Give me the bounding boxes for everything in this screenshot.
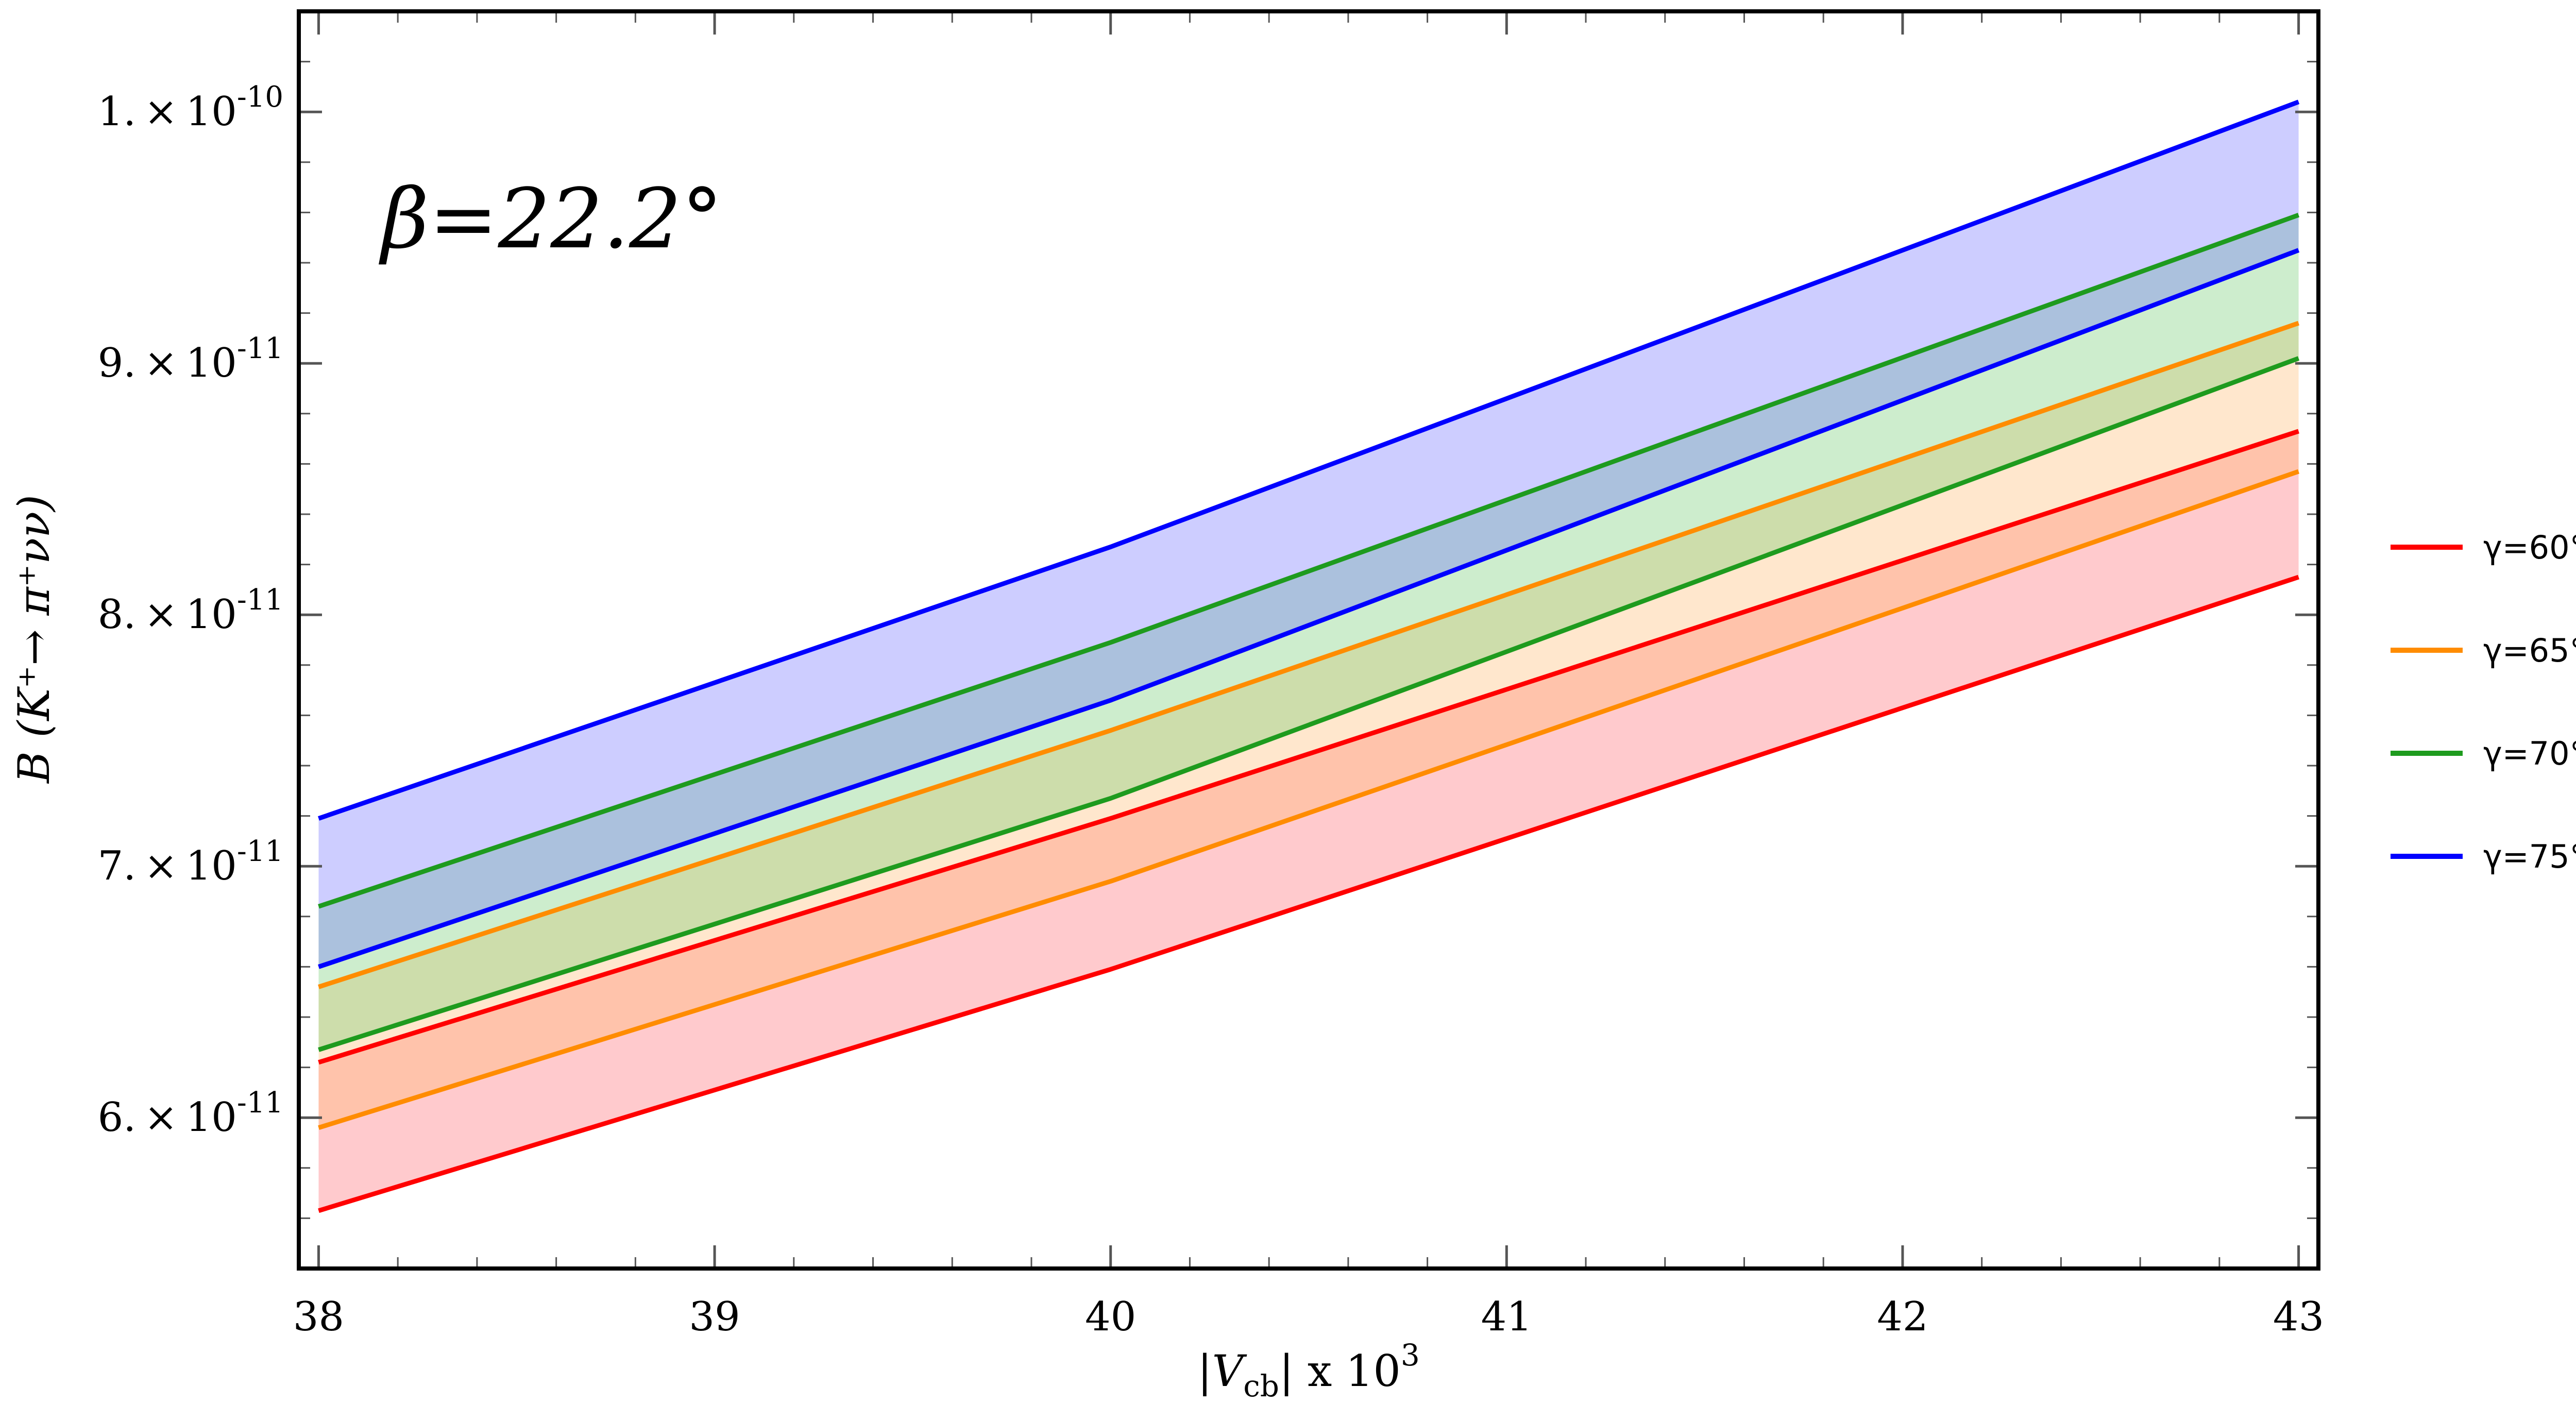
y-tick-label: 7. × 10-11 (98, 835, 283, 889)
line-gamma-75-lower (317, 248, 2300, 969)
y-axis-label: B (K⁺→ π⁺νν) (9, 495, 59, 784)
line-gamma-70-lower (318, 356, 2300, 1052)
x-tick-label: 39 (689, 1294, 740, 1340)
tick-label-group: 38 39 40 41 42 43 6. × 10-11 7. × 10-11 8. × 10-… (98, 80, 2325, 1340)
band-gamma-75 (318, 102, 2299, 967)
line-group (317, 99, 2300, 1213)
y-tick-label: 9. × 10-11 (98, 332, 283, 386)
line-gamma-75-upper (317, 99, 2300, 821)
band-gamma-70 (318, 215, 2299, 1050)
line-gamma-65-lower (318, 469, 2300, 1130)
y-tick-label: 8. × 10-11 (98, 583, 283, 638)
beta-annotation: β=22.2° (379, 171, 723, 267)
line-gamma-60-lower (318, 574, 2299, 1213)
x-tick-label: 42 (1877, 1294, 1928, 1340)
x-axis-label: |Vcb| x 103 (1197, 1338, 1419, 1403)
line-gamma-65-upper (318, 320, 2300, 989)
x-tick-label: 40 (1085, 1294, 1136, 1340)
x-tick-label: 38 (293, 1294, 344, 1340)
band-gamma-60 (318, 431, 2299, 1211)
plot-frame (297, 9, 2320, 1271)
legend-label-gamma-60: γ=60° (2483, 529, 2576, 566)
y-tick-label: 6. × 10-11 (98, 1086, 283, 1141)
x-tick-label: 41 (1481, 1294, 1532, 1340)
legend-label-gamma-65: γ=65° (2483, 632, 2576, 669)
legend-label-gamma-75: γ=75° (2483, 838, 2576, 875)
line-gamma-60-upper (318, 429, 2299, 1065)
x-tick-label: 43 (2273, 1294, 2324, 1340)
legend: γ=60° γ=65° γ=70° γ=75° (2391, 529, 2576, 875)
line-gamma-70-upper (318, 213, 2300, 909)
legend-label-gamma-70: γ=70° (2483, 735, 2576, 772)
y-tick-label: 1. × 10-10 (98, 80, 283, 135)
